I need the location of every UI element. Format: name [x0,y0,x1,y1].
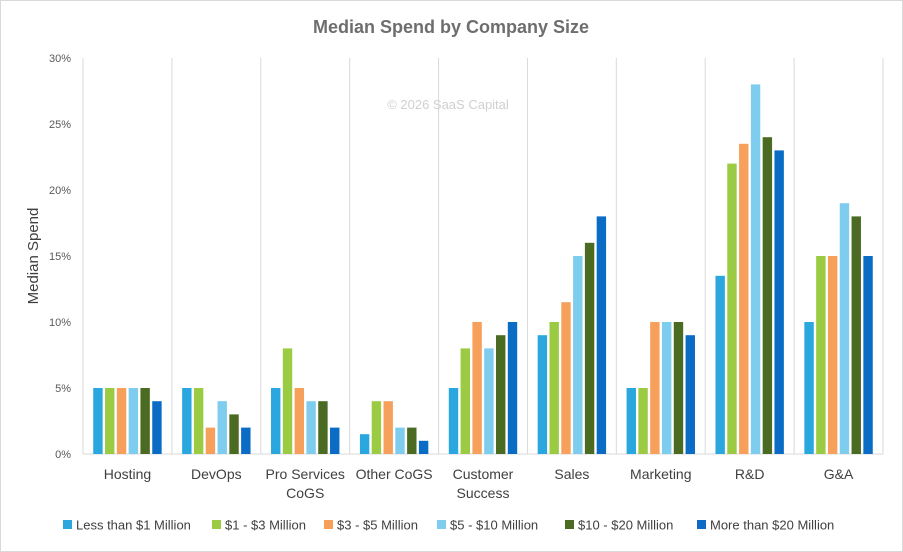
bar [418,440,429,454]
watermark: © 2026 SaaS Capital [387,97,509,112]
x-categories: Hosting DevOps Pro Services CoGS Other CoGS C… [104,466,854,501]
bar [271,388,281,454]
x-category-label: R&D [735,466,765,482]
bar [152,401,162,454]
bar [448,388,459,454]
bar [673,322,684,454]
bar [650,322,660,454]
y-ticks: 0% 5% 10% 15% 20% 25% 30% [49,53,71,461]
bar [217,401,227,454]
bar [330,427,340,454]
legend-swatch [63,520,72,529]
legend-label: $3 - $5 Million [337,518,418,533]
y-tick-label: 30% [49,53,71,65]
bar [318,401,328,454]
bar [484,348,494,454]
legend-item: $5 - $10 Million [437,518,538,533]
legend-item: $10 - $20 Million [565,518,673,533]
bar [496,335,506,454]
bar [863,256,873,454]
x-category-label: Sales [554,466,589,482]
bar [359,434,370,454]
bar [140,388,150,454]
bar [507,322,518,454]
bars-layer [93,84,873,455]
legend-label: $10 - $20 Million [578,518,673,533]
bar [739,143,749,455]
bar [626,388,636,454]
x-category-label: CoGS [286,485,324,501]
bar [584,242,595,454]
bar [573,256,583,454]
x-category-label: DevOps [191,466,242,482]
x-category-label: Pro Services [266,466,345,482]
legend-swatch [697,520,706,529]
bar [407,427,417,454]
bar [762,137,773,454]
legend-swatch [324,520,333,529]
legend-item: Less than $1 Million [63,518,191,533]
bar [105,388,115,454]
bar [205,427,216,454]
bar [804,322,814,454]
x-category-label: Other CoGS [356,466,433,482]
x-category-label: Hosting [104,466,151,482]
y-tick-label: 15% [49,251,71,263]
legend-item: More than $20 Million [697,518,834,533]
y-tick-label: 20% [49,185,71,197]
grid-layer [82,58,884,455]
bar [128,388,139,454]
bar [537,335,548,454]
legend-label: More than $20 Million [710,518,834,533]
bar [116,388,127,454]
bar [241,427,251,454]
bar [816,256,826,454]
bar [727,163,737,454]
bar [561,302,571,454]
bar [661,322,672,454]
legend-item: $3 - $5 Million [324,518,418,533]
bar [294,388,305,454]
legend-swatch [565,520,574,529]
bar [715,275,725,454]
bar [460,348,470,454]
legend-swatch [437,520,446,529]
bar [839,203,850,454]
bar [549,322,559,454]
y-tick-label: 0% [55,449,71,461]
bar [638,388,648,454]
legend-label: $5 - $10 Million [450,518,538,533]
x-category-label: Customer [453,466,514,482]
bar [685,335,695,454]
bar [371,401,382,454]
bar [750,84,761,455]
legend-item: $1 - $3 Million [212,518,306,533]
chart-title: Median Spend by Company Size [313,17,589,37]
bar [306,401,316,454]
x-category-label: Success [457,485,510,501]
x-category-label: G&A [824,466,854,482]
bar [472,322,482,454]
bar [596,216,607,454]
bar [282,348,293,454]
legend-label: Less than $1 Million [76,518,191,533]
y-tick-label: 10% [49,317,71,329]
bar [93,388,103,454]
y-axis-label: Median Spend [25,208,42,305]
bar [395,427,405,454]
bar [229,414,239,454]
y-tick-label: 25% [49,119,71,131]
x-category-label: Marketing [630,466,691,482]
legend-label: $1 - $3 Million [225,518,306,533]
bar [851,216,861,454]
bar [827,256,838,454]
y-tick-label: 5% [55,383,71,395]
legend-swatch [212,520,221,529]
bar [774,150,784,454]
bar [182,388,192,454]
bar [383,401,393,454]
bar [193,388,204,454]
legend: Less than $1 Million $1 - $3 Million $3 - … [63,518,834,533]
